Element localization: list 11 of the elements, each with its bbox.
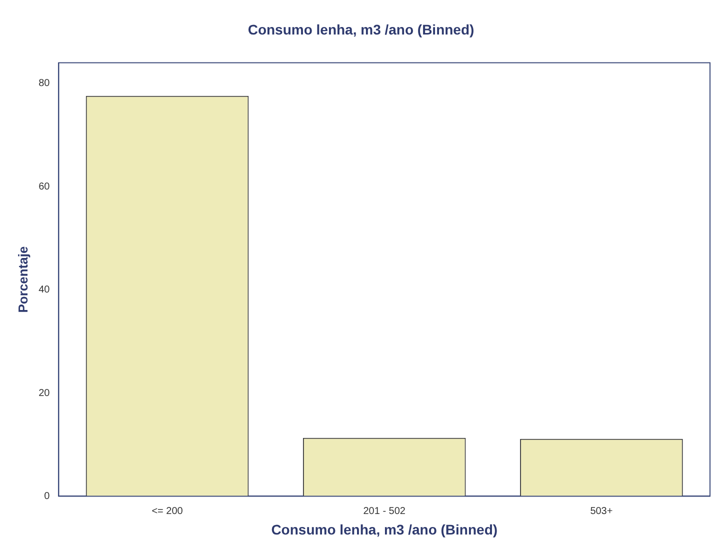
chart-title: Consumo lenha, m3 /ano (Binned)	[248, 21, 474, 38]
y-tick-label: 20	[38, 388, 50, 399]
y-tick-label: 0	[44, 490, 50, 502]
x-axis-title: Consumo lenha, m3 /ano (Binned)	[271, 521, 498, 538]
y-tick-label: 60	[38, 181, 50, 192]
y-axis-title: Porcentaje	[15, 246, 30, 313]
y-tick-label: 40	[38, 284, 50, 296]
x-tick-label: 201 - 502	[363, 506, 406, 517]
x-tick-label: <= 200	[152, 506, 184, 517]
x-tick-label: 503+	[590, 506, 613, 517]
y-tick-label: 80	[38, 78, 50, 90]
